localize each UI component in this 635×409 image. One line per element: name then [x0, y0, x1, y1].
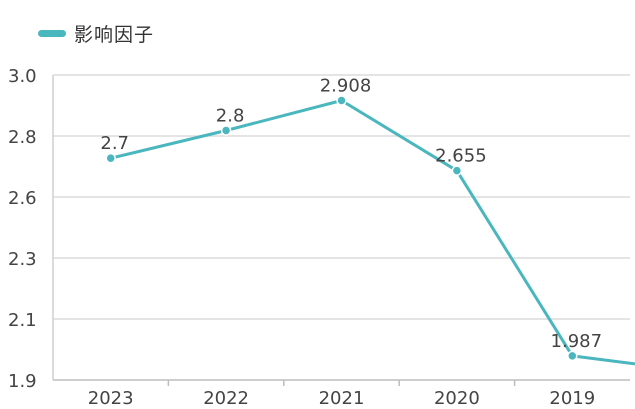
- x-tick-label: 2020: [434, 388, 480, 409]
- data-label: 2.655: [435, 146, 487, 167]
- y-tick-label: 2.1: [8, 310, 37, 331]
- data-point: [451, 165, 463, 176]
- legend-label: 影响因子: [74, 24, 155, 46]
- data-label: 2.7: [100, 133, 129, 154]
- data-label: 2.908: [320, 76, 372, 97]
- y-tick-label: 1.9: [8, 371, 37, 392]
- y-tick-label: 2.8: [8, 127, 37, 148]
- x-tick-label: 2023: [88, 388, 134, 409]
- x-tick-label: 2022: [203, 388, 249, 409]
- data-label: 1.987: [551, 331, 603, 352]
- y-tick-label: 2.6: [8, 188, 37, 209]
- data-point: [567, 350, 578, 362]
- series-line: [110, 99, 635, 366]
- x-tick-label: 2019: [549, 388, 595, 409]
- y-tick-label: 2.3: [8, 249, 37, 270]
- data-point: [336, 95, 347, 106]
- data-point: [220, 125, 232, 136]
- data-point: [105, 152, 116, 164]
- y-tick-label: 3.0: [8, 66, 37, 87]
- data-label: 2.8: [216, 105, 245, 126]
- legend: 影响因子: [38, 20, 154, 47]
- x-tick-label: 2021: [319, 388, 365, 409]
- legend-swatch: [38, 30, 66, 37]
